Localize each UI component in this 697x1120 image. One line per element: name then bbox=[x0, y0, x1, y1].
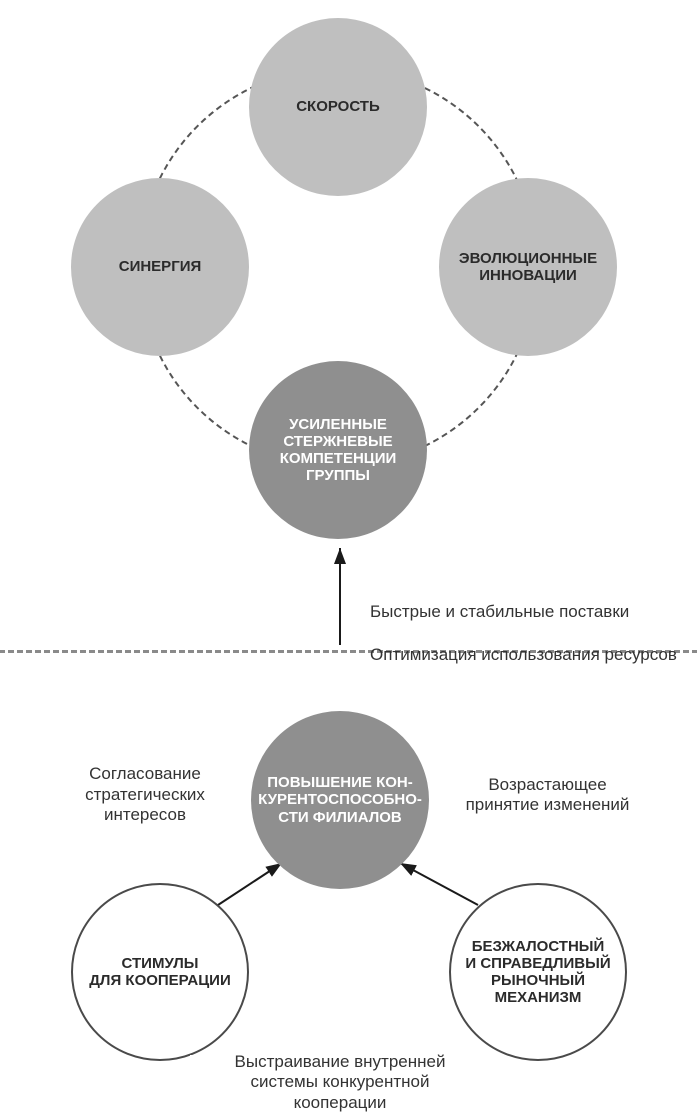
node-core-competencies-label: УСИЛЕННЫЕ СТЕРЖНЕВЫЕ КОМПЕТЕНЦИИ ГРУППЫ bbox=[280, 416, 397, 485]
node-synergy: СИНЕРГИЯ bbox=[71, 178, 249, 356]
diagram-stage: ИЯ МИРОВОГО КЛАССА В ) Общее видение СКО… bbox=[0, 0, 697, 1120]
node-innovation: ЭВОЛЮЦИОННЫЕ ИННОВАЦИИ bbox=[439, 178, 617, 356]
label-bottom: Выстраивание внутренней системы конкурен… bbox=[190, 1055, 490, 1110]
label-left-text: Согласование стратегических интересов bbox=[85, 764, 205, 825]
label-right-text: Возрастающее принятие изменений bbox=[466, 775, 630, 816]
node-market-mechanism-label: БЕЗЖАЛОСТНЫЙ И СПРАВЕДЛИВЫЙ РЫНОЧНЫЙ МЕХ… bbox=[465, 938, 610, 1007]
node-core-competencies: УСИЛЕННЫЕ СТЕРЖНЕВЫЕ КОМПЕТЕНЦИИ ГРУППЫ bbox=[249, 361, 427, 539]
node-speed-label: СКОРОСТЬ bbox=[296, 98, 380, 115]
node-subsidiary-label: ПОВЫШЕНИЕ КОН- КУРЕНТОСПОСОБНО- СТИ ФИЛИ… bbox=[258, 774, 422, 826]
node-subsidiary-competitiveness: ПОВЫШЕНИЕ КОН- КУРЕНТОСПОСОБНО- СТИ ФИЛИ… bbox=[251, 711, 429, 889]
mid-label-line1: Быстрые и стабильные поставки bbox=[370, 601, 680, 622]
node-incentives-label: СТИМУЛЫ ДЛЯ КООПЕРАЦИИ bbox=[89, 955, 230, 990]
node-incentives: СТИМУЛЫ ДЛЯ КООПЕРАЦИИ bbox=[71, 883, 249, 1061]
node-synergy-label: СИНЕРГИЯ bbox=[119, 258, 202, 275]
node-innovation-label: ЭВОЛЮЦИОННЫЕ ИННОВАЦИИ bbox=[459, 250, 597, 285]
label-left: Согласование стратегических интересов bbox=[60, 755, 230, 835]
mid-label-line2: Оптимизация использования ресурсов bbox=[370, 644, 680, 665]
node-speed: СКОРОСТЬ bbox=[249, 18, 427, 196]
node-market-mechanism: БЕЗЖАЛОСТНЫЙ И СПРАВЕДЛИВЫЙ РЫНОЧНЫЙ МЕХ… bbox=[449, 883, 627, 1061]
label-right: Возрастающее принятие изменений bbox=[460, 765, 635, 825]
label-bottom-text: Выстраивание внутренней системы конкурен… bbox=[235, 1052, 446, 1113]
mid-label: Быстрые и стабильные поставки Оптимизаци… bbox=[370, 580, 680, 686]
